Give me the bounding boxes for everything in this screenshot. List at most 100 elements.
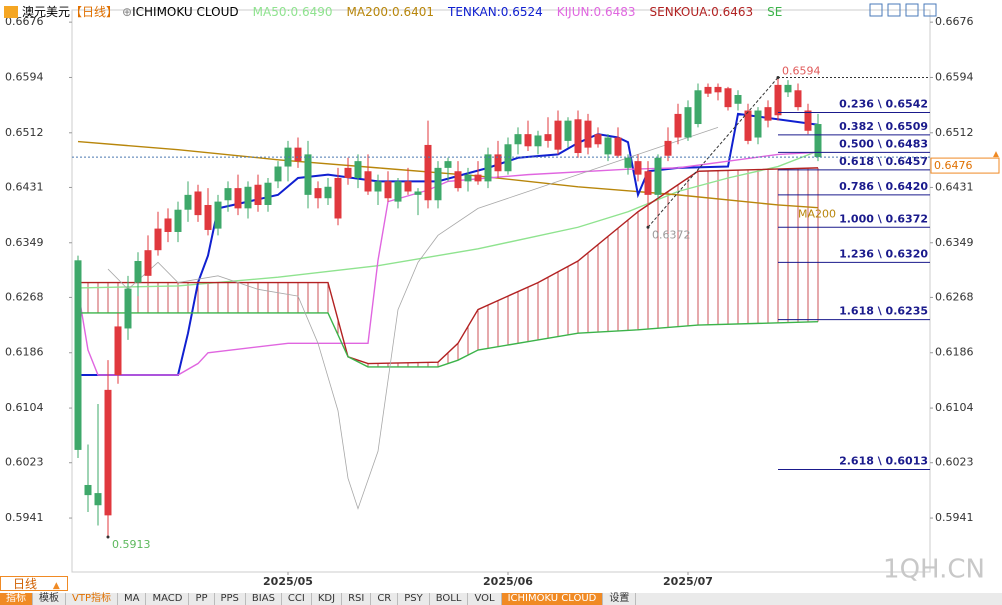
candle-body bbox=[414, 191, 422, 195]
candle-body bbox=[264, 182, 272, 205]
candle-body bbox=[464, 174, 472, 182]
candle-body bbox=[314, 188, 322, 199]
tab[interactable]: BIAS bbox=[246, 593, 282, 605]
x-tick-label: 2025/05 bbox=[263, 575, 313, 588]
candle-body bbox=[94, 493, 102, 506]
candle-body bbox=[634, 161, 642, 175]
tab[interactable]: VOL bbox=[468, 593, 502, 605]
icon[interactable] bbox=[869, 3, 883, 17]
y-tick-label: 0.6349 bbox=[5, 236, 44, 249]
add-icon[interactable]: ⊕ bbox=[122, 5, 133, 19]
candle-body bbox=[784, 84, 792, 93]
candle-body bbox=[574, 119, 582, 154]
tab[interactable]: MA bbox=[118, 593, 147, 605]
tab[interactable]: PPS bbox=[215, 593, 246, 605]
y-tick-label-right: 0.6268 bbox=[935, 290, 974, 303]
y-tick-label-right: 0.6512 bbox=[935, 126, 974, 139]
candle-body bbox=[384, 181, 392, 199]
candle-body bbox=[104, 389, 112, 516]
last-price-label: 0.6476 bbox=[934, 159, 973, 172]
candle-body bbox=[814, 124, 822, 158]
icon[interactable] bbox=[923, 3, 937, 17]
candle-body bbox=[604, 137, 612, 155]
fib-label: 0.500 \ 0.6483 bbox=[839, 137, 928, 150]
legend-entry[interactable]: MA200:0.6401 bbox=[346, 4, 435, 19]
indicator-name: ICHIMOKU CLOUD bbox=[132, 5, 239, 19]
candle-body bbox=[334, 178, 342, 219]
candle-body bbox=[734, 95, 742, 104]
candle-body bbox=[794, 90, 802, 108]
candle-body bbox=[294, 147, 302, 162]
tab[interactable]: BOLL bbox=[430, 593, 469, 605]
candle-body bbox=[694, 90, 702, 125]
y-tick-label-right: 0.6023 bbox=[935, 456, 974, 469]
candle-body bbox=[174, 209, 182, 232]
tab[interactable]: PP bbox=[189, 593, 215, 605]
plot-frame bbox=[71, 9, 931, 573]
annotation: 0.5913 bbox=[112, 538, 151, 551]
candle-body bbox=[704, 86, 712, 94]
candle-body bbox=[404, 181, 412, 192]
indicator-line bbox=[77, 150, 819, 289]
tab[interactable]: VTP指标 bbox=[66, 593, 118, 605]
y-tick-label-right: 0.6104 bbox=[935, 401, 974, 414]
tab[interactable]: RSI bbox=[342, 593, 372, 605]
period-tab[interactable]: 日线 ▲ bbox=[0, 576, 68, 591]
ma200-tag: MA200 bbox=[798, 208, 836, 221]
indicator-line bbox=[107, 127, 719, 510]
y-tick-label: 0.5941 bbox=[5, 511, 44, 524]
candle-body bbox=[214, 201, 222, 229]
x-tick-label: 2025/06 bbox=[483, 575, 533, 588]
tab[interactable]: KDJ bbox=[312, 593, 343, 605]
legend-entry[interactable]: TENKAN:0.6524 bbox=[448, 4, 543, 19]
tab[interactable]: 指标 bbox=[0, 593, 33, 605]
candle-body bbox=[644, 171, 652, 195]
fib-label: 2.618 \ 0.6013 bbox=[839, 454, 928, 467]
annotation-point bbox=[106, 535, 110, 539]
tab[interactable]: 设置 bbox=[603, 593, 637, 605]
candle-body bbox=[514, 134, 522, 145]
y-tick-label-right: 0.6676 bbox=[935, 15, 974, 28]
candle-body bbox=[274, 166, 282, 182]
candle-body bbox=[304, 154, 312, 195]
annotation: 0.6594 bbox=[782, 64, 821, 77]
annotation: 0.6372 bbox=[652, 228, 691, 241]
candle-body bbox=[204, 204, 212, 230]
icon[interactable] bbox=[905, 3, 919, 17]
instrument: 澳元美元【日线】 ⊕ICHIMOKU CLOUD bbox=[22, 3, 239, 20]
candle-body bbox=[154, 228, 162, 251]
legend-entry[interactable]: MA50:0.6490 bbox=[252, 4, 333, 19]
icon[interactable] bbox=[887, 3, 901, 17]
period: 【日线】 bbox=[70, 5, 119, 19]
y-tick-label: 0.6512 bbox=[5, 126, 44, 139]
candle-body bbox=[224, 188, 232, 201]
candle-body bbox=[244, 186, 252, 209]
tab[interactable]: CR bbox=[371, 593, 399, 605]
candle-body bbox=[664, 140, 672, 156]
candle-body bbox=[164, 218, 172, 232]
candle-body bbox=[654, 157, 662, 195]
tab[interactable]: PSY bbox=[398, 593, 430, 605]
legend-entry[interactable]: SE bbox=[767, 4, 783, 19]
tab[interactable]: CCI bbox=[282, 593, 312, 605]
indicator-line bbox=[78, 312, 819, 368]
last-price-marker bbox=[993, 151, 999, 158]
tab[interactable]: 模板 bbox=[33, 593, 66, 605]
candle-body bbox=[444, 161, 452, 168]
tab[interactable]: MACD bbox=[146, 593, 190, 605]
y-tick-label: 0.6186 bbox=[5, 346, 44, 359]
indicator-line bbox=[78, 112, 819, 377]
plot-area bbox=[74, 77, 822, 537]
tab[interactable]: ICHIMOKU CLOUD bbox=[501, 593, 604, 605]
legend-entry[interactable]: KIJUN:0.6483 bbox=[556, 4, 636, 19]
candle-body bbox=[194, 191, 202, 216]
legend-entry[interactable]: SENKOUA:0.6463 bbox=[649, 4, 754, 19]
indicator-tabs: 指标 模板 VTP指标 MA MACD PP PPS BIAS CCI KDJ RSI CR PSY BO… bbox=[0, 593, 1002, 605]
candle-body bbox=[494, 154, 502, 172]
candle-body bbox=[524, 134, 532, 147]
candle-body bbox=[234, 188, 242, 209]
indicator-line bbox=[77, 151, 819, 376]
candle-body bbox=[364, 171, 372, 192]
